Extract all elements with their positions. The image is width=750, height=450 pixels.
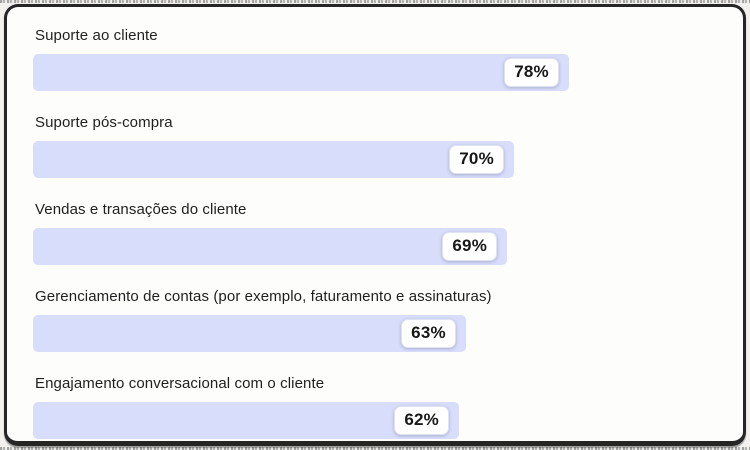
bar: 69% bbox=[33, 228, 508, 265]
bar: 70% bbox=[33, 141, 514, 178]
chart-row: Vendas e transações do cliente 69% bbox=[33, 201, 720, 265]
bar-label: Gerenciamento de contas (por exemplo, fa… bbox=[35, 288, 492, 305]
value-badge: 78% bbox=[504, 58, 559, 87]
bar: 62% bbox=[33, 402, 459, 439]
bar-label: Vendas e transações do cliente bbox=[35, 201, 247, 218]
value-badge: 62% bbox=[394, 406, 449, 435]
chart-card: Suporte ao cliente 78% Suporte pós-compr… bbox=[4, 4, 746, 446]
chart-row: Gerenciamento de contas (por exemplo, fa… bbox=[33, 288, 720, 352]
value-badge: 70% bbox=[449, 145, 504, 174]
value-badge: 63% bbox=[401, 319, 456, 348]
horizontal-bar-chart: Suporte ao cliente 78% Suporte pós-compr… bbox=[33, 27, 720, 439]
bar-label: Suporte pós-compra bbox=[35, 114, 173, 131]
bar-label: Engajamento conversacional com o cliente bbox=[35, 375, 325, 392]
bar: 78% bbox=[33, 54, 569, 91]
value-badge: 69% bbox=[442, 232, 498, 261]
chart-row: Suporte pós-compra 70% bbox=[33, 114, 720, 178]
bar: 63% bbox=[33, 315, 466, 352]
chart-row: Engajamento conversacional com o cliente… bbox=[33, 375, 720, 439]
bar-label: Suporte ao cliente bbox=[35, 27, 158, 44]
chart-row: Suporte ao cliente 78% bbox=[33, 27, 720, 91]
